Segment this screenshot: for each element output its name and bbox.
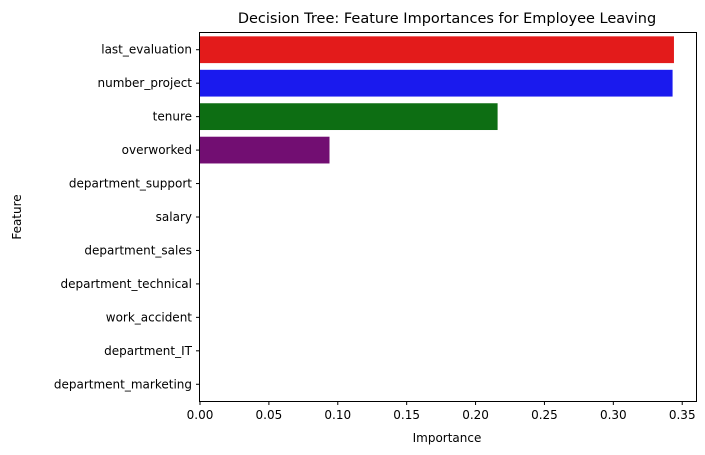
y-tick-label: number_project bbox=[98, 76, 193, 90]
y-tick-label: department_sales bbox=[84, 243, 192, 257]
x-tick-label: 0.15 bbox=[393, 408, 420, 422]
y-tick-label: department_support bbox=[69, 177, 192, 191]
y-tick-label: department_marketing bbox=[54, 377, 192, 391]
bar-number-project bbox=[200, 69, 673, 97]
x-axis-label: Importance bbox=[413, 431, 482, 445]
y-tick-label: overworked bbox=[122, 143, 192, 157]
chart-title: Decision Tree: Feature Importances for E… bbox=[238, 11, 656, 27]
y-tick-label: work_accident bbox=[106, 310, 193, 324]
y-tick-label: last_evaluation bbox=[101, 43, 192, 57]
x-tick-label: 0.20 bbox=[462, 408, 489, 422]
bar-tenure bbox=[200, 103, 498, 131]
plot-frame bbox=[199, 32, 697, 402]
bar-last-evaluation bbox=[200, 36, 674, 64]
x-tick-label: 0.30 bbox=[600, 408, 627, 422]
y-tick-label: salary bbox=[156, 210, 192, 224]
y-axis-label: Feature bbox=[10, 194, 24, 239]
bar-overworked bbox=[200, 136, 330, 164]
bars-group bbox=[200, 36, 674, 164]
y-tick-label: department_IT bbox=[104, 344, 193, 358]
x-tick-label: 0.05 bbox=[256, 408, 283, 422]
x-tick-label: 0.00 bbox=[187, 408, 214, 422]
x-tick-label: 0.25 bbox=[531, 408, 558, 422]
y-tick-label: department_technical bbox=[60, 277, 192, 291]
y-tick-label: tenure bbox=[153, 110, 192, 124]
x-tick-label: 0.10 bbox=[324, 408, 351, 422]
x-axis-ticks: 0.00 0.05 0.10 0.15 0.20 0.25 0.30 0.35 bbox=[187, 401, 696, 422]
x-tick-label: 0.35 bbox=[669, 408, 696, 422]
